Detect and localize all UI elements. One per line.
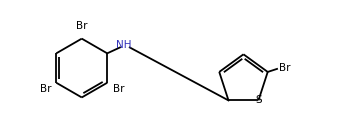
Text: NH: NH xyxy=(116,40,132,51)
Text: S: S xyxy=(255,95,262,105)
Text: Br: Br xyxy=(39,84,51,94)
Text: Br: Br xyxy=(76,21,88,31)
Text: Br: Br xyxy=(113,84,124,94)
Text: Br: Br xyxy=(279,63,290,73)
